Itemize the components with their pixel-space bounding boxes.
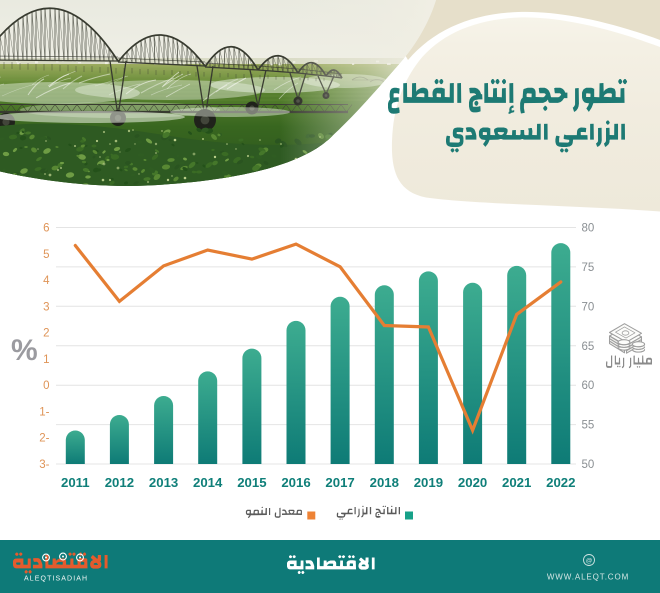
svg-text:1-: 1- (39, 407, 49, 419)
svg-text:50: 50 (582, 459, 595, 471)
svg-text:2015: 2015 (237, 475, 266, 490)
svg-text:3-: 3- (39, 459, 49, 471)
svg-text:2: 2 (43, 328, 49, 340)
svg-text:@: @ (586, 558, 593, 565)
svg-text:2013: 2013 (149, 475, 178, 490)
svg-text:3: 3 (43, 301, 49, 313)
svg-text:WWW.ALEQT.COM: WWW.ALEQT.COM (547, 573, 629, 582)
svg-text:4: 4 (43, 275, 50, 287)
svg-text:80: 80 (582, 223, 595, 235)
svg-text:ALEQTISADIAH: ALEQTISADIAH (24, 576, 88, 583)
svg-text:2016: 2016 (281, 475, 310, 490)
svg-text:2012: 2012 (105, 475, 134, 490)
svg-text:65: 65 (582, 341, 595, 353)
svg-text:2019: 2019 (414, 475, 443, 490)
svg-text:5: 5 (43, 249, 49, 261)
svg-text:0: 0 (43, 380, 49, 392)
svg-text:1: 1 (43, 354, 49, 366)
svg-text:70: 70 (582, 301, 595, 313)
svg-text:55: 55 (582, 420, 595, 432)
svg-text:60: 60 (582, 380, 595, 392)
svg-text:%: % (11, 334, 38, 367)
svg-text:2021: 2021 (502, 475, 531, 490)
svg-text:2011: 2011 (61, 475, 90, 490)
svg-text:2022: 2022 (546, 475, 575, 490)
svg-text:6: 6 (43, 223, 49, 235)
svg-text:75: 75 (582, 262, 595, 274)
svg-text:2018: 2018 (370, 475, 399, 490)
svg-text:2014: 2014 (193, 475, 223, 490)
svg-text:2017: 2017 (325, 475, 354, 490)
svg-text:2020: 2020 (458, 475, 487, 490)
svg-text:2-: 2- (39, 433, 49, 445)
